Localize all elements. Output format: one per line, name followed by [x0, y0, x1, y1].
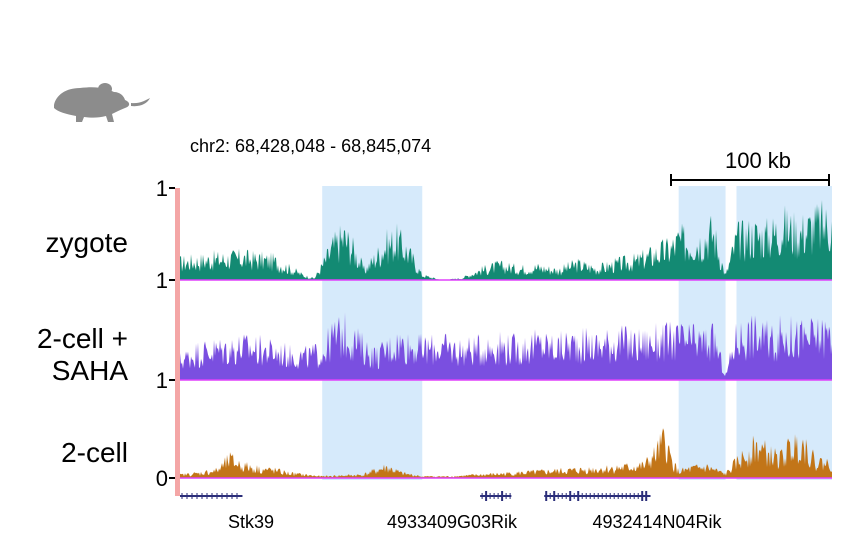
mouse-ear-shape [98, 83, 112, 95]
y-axis-ticks: 1 1 1 0 [156, 176, 175, 491]
gene-annotations: Stk39 4933409G03Rik 4932414N04Rik [180, 491, 723, 532]
track-label-zygote: zygote [46, 227, 129, 258]
tick-bottom-track-1: 1 [156, 268, 168, 293]
track-label-saha: 2-cell + SAHA [37, 323, 128, 386]
track-area-1 [180, 200, 832, 280]
tick-bottom-track-3: 0 [156, 466, 168, 491]
scale-bar: 100 kb [670, 148, 830, 186]
tick-top-track-1: 1 [156, 176, 168, 201]
tick-bottom-track-2: 1 [156, 368, 168, 393]
gene-label-1: Stk39 [228, 512, 274, 532]
mouse-icon [54, 83, 150, 122]
track-area-2 [180, 312, 832, 380]
region-label: chr2: 68,428,048 - 68,845,074 [190, 136, 431, 156]
track-label-saha-line-2: SAHA [52, 355, 129, 386]
coverage-tracks [180, 200, 832, 479]
track-label-2-cell: 2-cell [61, 437, 128, 468]
gene-label-2: 4933409G03Rik [387, 512, 518, 532]
axis-bar [175, 188, 180, 496]
track-label-saha-line-1: 2-cell + [37, 323, 128, 354]
gene-label-3: 4932414N04Rik [592, 512, 722, 532]
highlight-regions [322, 186, 832, 480]
highlight-region-2 [678, 186, 726, 480]
scale-bar-label: 100 kb [725, 148, 791, 173]
track-area-3 [180, 428, 832, 478]
mouse-body-shape [54, 87, 150, 122]
highlight-region-1 [322, 186, 423, 480]
